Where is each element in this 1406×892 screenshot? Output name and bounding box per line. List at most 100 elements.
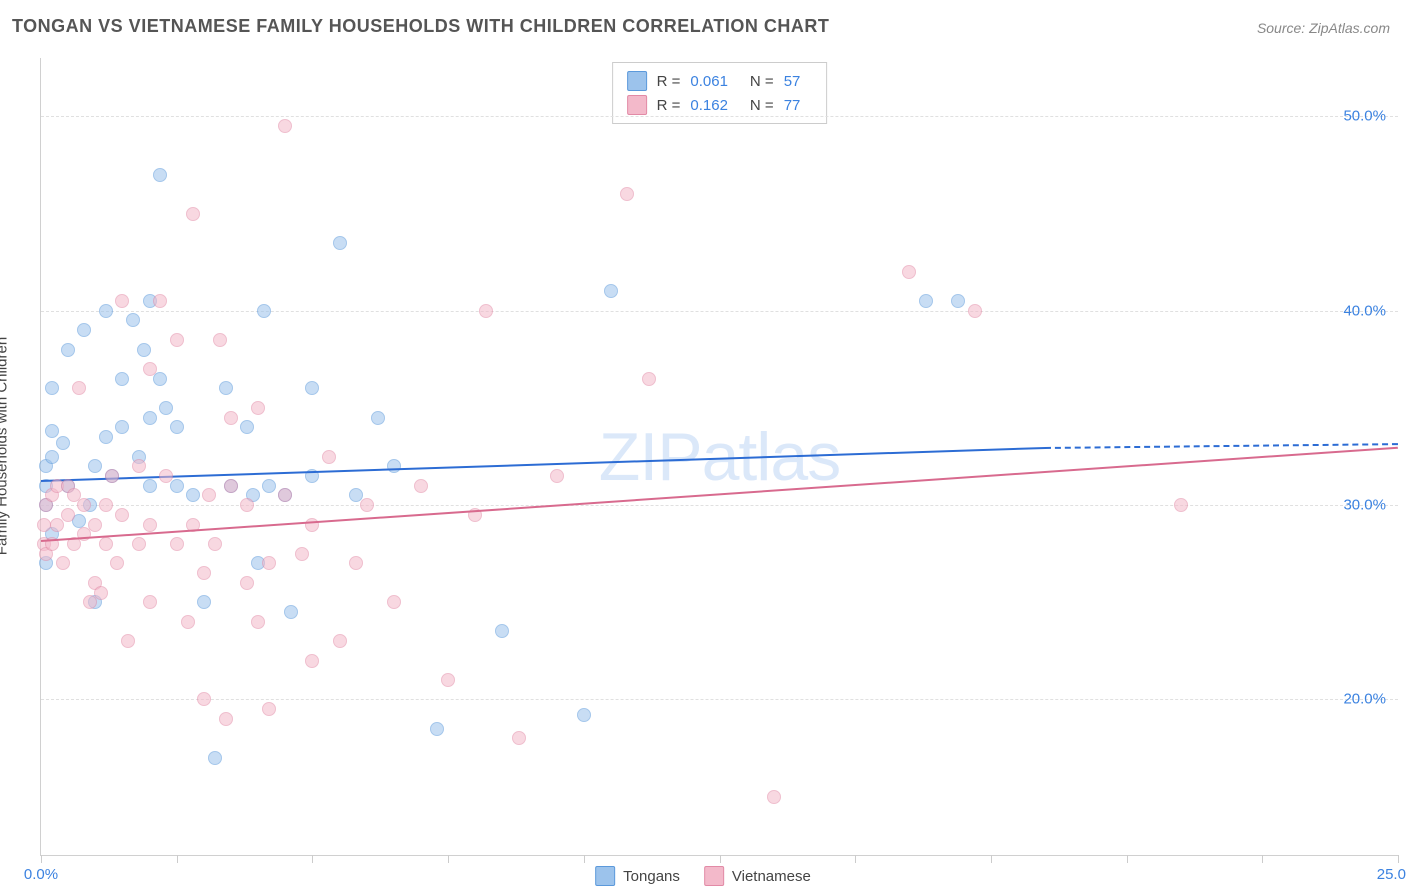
data-point <box>767 790 781 804</box>
data-point <box>45 381 59 395</box>
plot-area: ZIPatlas R =0.061N =57R =0.162N =77 20.0… <box>40 58 1398 856</box>
gridline <box>41 116 1398 117</box>
data-point <box>170 479 184 493</box>
x-tick <box>448 855 449 863</box>
n-value: 57 <box>784 73 801 90</box>
data-point <box>197 692 211 706</box>
data-point <box>153 372 167 386</box>
data-point <box>219 381 233 395</box>
data-point <box>153 294 167 308</box>
data-point <box>213 333 227 347</box>
data-point <box>121 634 135 648</box>
gridline <box>41 311 1398 312</box>
data-point <box>94 586 108 600</box>
data-point <box>170 420 184 434</box>
series-legend: Tongans Vietnamese <box>595 866 811 886</box>
data-point <box>153 168 167 182</box>
x-tick <box>1127 855 1128 863</box>
data-point <box>132 459 146 473</box>
data-point <box>305 518 319 532</box>
data-point <box>360 498 374 512</box>
data-point <box>208 751 222 765</box>
y-tick-label: 20.0% <box>1343 691 1386 708</box>
x-tick <box>312 855 313 863</box>
x-tick <box>1262 855 1263 863</box>
data-point <box>240 576 254 590</box>
x-tick <box>720 855 721 863</box>
data-point <box>322 450 336 464</box>
data-point <box>333 236 347 250</box>
data-point <box>219 712 233 726</box>
data-point <box>642 372 656 386</box>
data-point <box>202 488 216 502</box>
data-point <box>126 313 140 327</box>
data-point <box>197 595 211 609</box>
stats-legend: R = 0.061 N = 57 R =0.162N =77 <box>612 62 828 124</box>
series-swatch <box>595 866 615 886</box>
n-label: N = <box>750 97 774 114</box>
data-point <box>968 304 982 318</box>
legend-item: Tongans <box>595 866 680 886</box>
data-point <box>88 518 102 532</box>
stats-row: R =0.162N =77 <box>627 93 813 117</box>
data-point <box>186 207 200 221</box>
data-point <box>143 518 157 532</box>
data-point <box>441 673 455 687</box>
data-point <box>278 119 292 133</box>
data-point <box>387 459 401 473</box>
y-tick-label: 50.0% <box>1343 108 1386 125</box>
data-point <box>88 459 102 473</box>
series-name: Vietnamese <box>732 868 811 885</box>
data-point <box>284 605 298 619</box>
data-point <box>99 498 113 512</box>
x-tick <box>177 855 178 863</box>
data-point <box>902 265 916 279</box>
data-point <box>77 323 91 337</box>
trend-line <box>41 447 1398 542</box>
data-point <box>99 537 113 551</box>
data-point <box>257 304 271 318</box>
data-point <box>186 488 200 502</box>
x-tick <box>1398 855 1399 863</box>
r-label: R = <box>657 73 681 90</box>
y-axis-label: Family Households with Children <box>0 337 11 555</box>
data-point <box>479 304 493 318</box>
data-point <box>224 479 238 493</box>
data-point <box>951 294 965 308</box>
x-tick-label: 0.0% <box>24 866 58 883</box>
data-point <box>333 634 347 648</box>
data-point <box>224 411 238 425</box>
data-point <box>251 615 265 629</box>
n-label: N = <box>750 73 774 90</box>
legend-item: Vietnamese <box>704 866 811 886</box>
data-point <box>115 508 129 522</box>
data-point <box>512 731 526 745</box>
series-swatch <box>704 866 724 886</box>
data-point <box>919 294 933 308</box>
r-value: 0.061 <box>690 73 728 90</box>
data-point <box>143 479 157 493</box>
data-point <box>45 424 59 438</box>
data-point <box>262 702 276 716</box>
data-point <box>550 469 564 483</box>
data-point <box>251 401 265 415</box>
data-point <box>45 450 59 464</box>
data-point <box>414 479 428 493</box>
data-point <box>132 537 146 551</box>
data-point <box>143 411 157 425</box>
data-point <box>577 708 591 722</box>
y-tick-label: 30.0% <box>1343 497 1386 514</box>
x-tick <box>991 855 992 863</box>
data-point <box>1174 498 1188 512</box>
chart-title: TONGAN VS VIETNAMESE FAMILY HOUSEHOLDS W… <box>12 16 829 37</box>
trend-line <box>1045 443 1398 449</box>
data-point <box>240 420 254 434</box>
data-point <box>99 304 113 318</box>
stats-row: R = 0.061 N = 57 <box>627 69 813 93</box>
gridline <box>41 699 1398 700</box>
data-point <box>61 508 75 522</box>
data-point <box>137 343 151 357</box>
data-point <box>495 624 509 638</box>
data-point <box>349 556 363 570</box>
data-point <box>159 469 173 483</box>
